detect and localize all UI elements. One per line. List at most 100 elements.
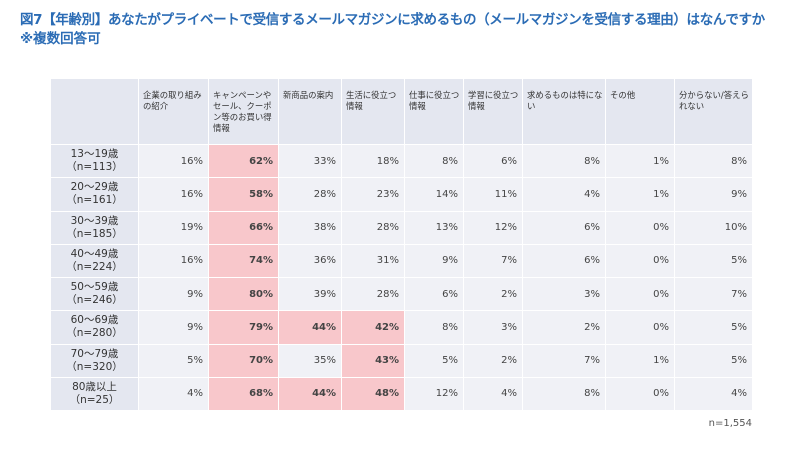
value-cell: 36% — [278, 243, 342, 279]
table-row: 70～79歳 （n=320） 5% 70% 35% 43% 5% 2% 7% 1% 5% — [50, 343, 753, 378]
value-cell: 18% — [341, 143, 405, 179]
value-cell: 8% — [674, 143, 753, 179]
age-group-label: 60～69歳 — [70, 314, 119, 327]
value-cell: 4% — [463, 376, 523, 412]
value-cell: 5% — [674, 343, 753, 378]
value-cell: 5% — [404, 343, 464, 378]
row-header: 70～79歳 （n=320） — [50, 343, 139, 378]
table-body: 13～19歳 （n=113） 16% 62% 33% 18% 8% 6% 8% 1% 8% 20～29… — [50, 143, 753, 412]
value-cell: 12% — [463, 210, 523, 245]
value-cell: 38% — [278, 210, 342, 245]
value-cell: 1% — [605, 343, 675, 378]
sample-size-label: （n=185） — [66, 227, 123, 240]
column-header: 分からない/答えられない — [674, 78, 753, 145]
value-cell: 2% — [463, 276, 523, 312]
value-cell: 79% — [208, 310, 279, 345]
row-header: 30～39歳 （n=185） — [50, 210, 139, 245]
column-header: 仕事に役立つ情報 — [404, 78, 464, 145]
value-cell: 16% — [138, 243, 209, 279]
value-cell: 6% — [463, 143, 523, 179]
value-cell: 7% — [522, 343, 606, 378]
corner-cell — [50, 78, 139, 145]
sample-size-label: （n=25） — [69, 393, 120, 406]
column-header: その他 — [605, 78, 675, 145]
column-header: 生活に役立つ情報 — [341, 78, 405, 145]
value-cell: 5% — [674, 243, 753, 279]
value-cell: 1% — [605, 177, 675, 212]
value-cell: 13% — [404, 210, 464, 245]
header-row: 企業の取り組みの紹介 キャンペーンやセール、クーポン等のお買い得情報 新商品の案内生… — [50, 78, 753, 145]
value-cell: 5% — [674, 310, 753, 345]
table-row: 40～49歳 （n=224） 16% 74% 36% 31% 9% 7% 6% 0% 5% — [50, 243, 753, 279]
value-cell: 28% — [341, 210, 405, 245]
value-cell: 48% — [341, 376, 405, 412]
value-cell: 6% — [404, 276, 464, 312]
row-header: 40～49歳 （n=224） — [50, 243, 139, 279]
value-cell: 0% — [605, 310, 675, 345]
sample-size-label: （n=113） — [66, 161, 123, 174]
row-header: 20～29歳 （n=161） — [50, 177, 139, 212]
value-cell: 8% — [404, 143, 464, 179]
value-cell: 0% — [605, 243, 675, 279]
value-cell: 43% — [341, 343, 405, 378]
row-header: 50～59歳 （n=246） — [50, 276, 139, 312]
value-cell: 33% — [278, 143, 342, 179]
value-cell: 12% — [404, 376, 464, 412]
value-cell: 11% — [463, 177, 523, 212]
age-group-label: 20～29歳 — [70, 181, 119, 194]
value-cell: 28% — [278, 177, 342, 212]
age-group-label: 13～19歳 — [70, 148, 119, 161]
value-cell: 58% — [208, 177, 279, 212]
value-cell: 6% — [522, 243, 606, 279]
value-cell: 70% — [208, 343, 279, 378]
age-group-label: 50～59歳 — [70, 281, 119, 294]
value-cell: 9% — [674, 177, 753, 212]
value-cell: 6% — [522, 210, 606, 245]
age-group-label: 40～49歳 — [70, 247, 119, 260]
age-group-label: 70～79歳 — [70, 347, 119, 360]
value-cell: 7% — [463, 243, 523, 279]
value-cell: 35% — [278, 343, 342, 378]
value-cell: 16% — [138, 177, 209, 212]
value-cell: 0% — [605, 210, 675, 245]
value-cell: 3% — [463, 310, 523, 345]
value-cell: 14% — [404, 177, 464, 212]
value-cell: 9% — [138, 276, 209, 312]
value-cell: 0% — [605, 276, 675, 312]
column-header: キャンペーンやセール、クーポン等のお買い得情報 — [208, 78, 279, 145]
value-cell: 44% — [278, 376, 342, 412]
value-cell: 23% — [341, 177, 405, 212]
value-cell: 9% — [138, 310, 209, 345]
value-cell: 42% — [341, 310, 405, 345]
row-header: 80歳以上 （n=25） — [50, 376, 139, 412]
table-row: 30～39歳 （n=185） 19% 66% 38% 28% 13% 12% 6% 0% 10% — [50, 210, 753, 245]
value-cell: 9% — [404, 243, 464, 279]
value-cell: 31% — [341, 243, 405, 279]
age-group-label: 80歳以上 — [72, 380, 117, 393]
value-cell: 44% — [278, 310, 342, 345]
row-header: 60～69歳 （n=280） — [50, 310, 139, 345]
value-cell: 66% — [208, 210, 279, 245]
value-cell: 8% — [404, 310, 464, 345]
column-header: 学習に役立つ情報 — [463, 78, 523, 145]
value-cell: 4% — [522, 177, 606, 212]
column-header: 新商品の案内 — [278, 78, 342, 145]
row-header: 13～19歳 （n=113） — [50, 143, 139, 179]
value-cell: 62% — [208, 143, 279, 179]
value-cell: 7% — [674, 276, 753, 312]
data-table: 企業の取り組みの紹介 キャンペーンやセール、クーポン等のお買い得情報 新商品の案内生… — [50, 78, 753, 412]
sample-size-label: （n=246） — [66, 294, 123, 307]
sample-size-label: （n=320） — [66, 360, 123, 373]
title-line-1: 図7【年齢別】あなたがプライベートで受信するメールマガジンに求めるもの（メールマ… — [20, 12, 765, 28]
value-cell: 4% — [138, 376, 209, 412]
table-row: 60～69歳 （n=280） 9% 79% 44% 42% 8% 3% 2% 0% 5% — [50, 310, 753, 345]
table-row: 13～19歳 （n=113） 16% 62% 33% 18% 8% 6% 8% 1% 8% — [50, 143, 753, 179]
value-cell: 8% — [522, 376, 606, 412]
value-cell: 39% — [278, 276, 342, 312]
value-cell: 19% — [138, 210, 209, 245]
column-header: 企業の取り組みの紹介 — [138, 78, 209, 145]
value-cell: 2% — [522, 310, 606, 345]
sample-size-label: （n=280） — [66, 327, 123, 340]
value-cell: 74% — [208, 243, 279, 279]
table-row: 80歳以上 （n=25） 4% 68% 44% 48% 12% 4% 8% 0% 4% — [50, 376, 753, 412]
